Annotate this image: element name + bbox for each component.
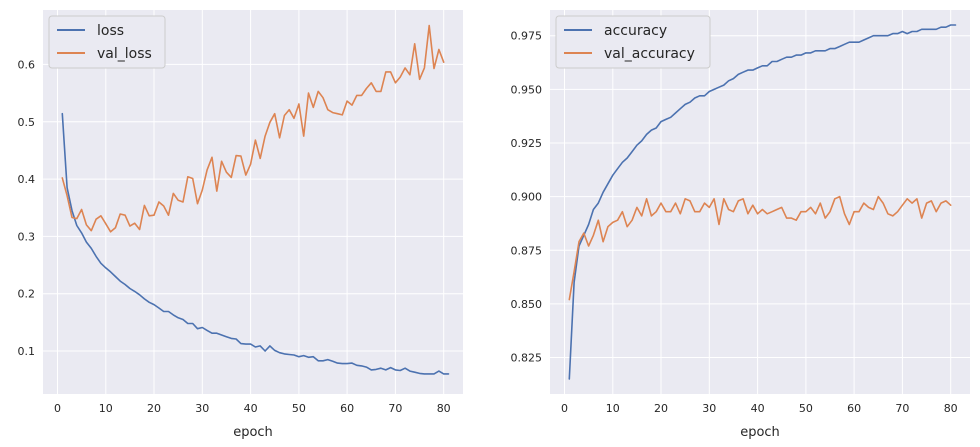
legend-box — [555, 15, 711, 69]
x-tick-label: 60 — [340, 402, 354, 415]
series-line-val-accuracy — [568, 195, 952, 301]
y-tick-label: 0.4 — [18, 173, 36, 186]
legend-label-accuracy: accuracy — [604, 23, 667, 39]
y-tick-label: 0.950 — [511, 83, 543, 96]
x-tick-label: 20 — [147, 402, 161, 415]
x-tick-label: 60 — [847, 402, 861, 415]
y-tick-label: 0.1 — [18, 345, 36, 358]
y-tick-label: 0.875 — [511, 244, 543, 257]
x-tick-label: 10 — [606, 402, 620, 415]
series-line-val-loss — [61, 24, 445, 233]
x-tick-label: 30 — [702, 402, 716, 415]
legend: accuracy val_accuracy — [555, 15, 711, 69]
series-lines — [61, 24, 450, 375]
chart-accuracy: 0 10 20 30 40 50 60 70 80 0.825 0.850 0.875 0.900 0.9… — [511, 10, 970, 440]
legend: loss val_loss — [48, 15, 166, 69]
chart-loss: 0 10 20 30 40 50 60 70 80 0.1 0.2 0.3 0.4 0.5 0.6 epoc… — [18, 10, 463, 440]
x-tick-label: 70 — [895, 402, 909, 415]
gridlines — [43, 10, 463, 394]
legend-label-val-loss: val_loss — [97, 46, 152, 62]
x-tick-label: 80 — [437, 402, 451, 415]
y-tick-label: 0.2 — [18, 288, 36, 301]
x-tick-label: 50 — [799, 402, 813, 415]
y-tick-label: 0.975 — [511, 30, 543, 43]
series-line-accuracy — [568, 24, 957, 380]
y-tick-label: 0.825 — [511, 352, 543, 365]
legend-label-loss: loss — [97, 23, 124, 39]
x-tick-label: 10 — [99, 402, 113, 415]
x-tick-label: 40 — [751, 402, 765, 415]
y-tick-label: 0.3 — [18, 230, 36, 243]
plot-area-loss — [43, 10, 463, 394]
x-axis-label: epoch — [740, 425, 780, 440]
x-tick-label: 30 — [195, 402, 209, 415]
x-tick-label: 20 — [654, 402, 668, 415]
series-lines — [568, 24, 957, 380]
x-tick-label: 40 — [244, 402, 258, 415]
x-axis-label: epoch — [233, 425, 273, 440]
y-tick-label: 0.850 — [511, 298, 543, 311]
plot-area-accuracy — [550, 10, 970, 394]
tick-labels: 0 10 20 30 40 50 60 70 80 0.825 0.850 0.875 0.900 0.9… — [511, 30, 958, 415]
y-tick-label: 0.5 — [18, 116, 36, 129]
legend-label-val-accuracy: val_accuracy — [604, 46, 695, 62]
y-tick-label: 0.900 — [511, 191, 543, 204]
gridlines — [550, 10, 970, 394]
y-tick-label: 0.925 — [511, 137, 543, 150]
x-tick-label: 70 — [388, 402, 402, 415]
x-tick-label: 80 — [944, 402, 958, 415]
x-tick-label: 50 — [292, 402, 306, 415]
y-tick-label: 0.6 — [18, 58, 36, 71]
tick-labels: 0 10 20 30 40 50 60 70 80 0.1 0.2 0.3 0.4 0.5 0.6 — [18, 58, 451, 415]
series-line-loss — [61, 112, 450, 375]
x-tick-label: 0 — [561, 402, 568, 415]
x-tick-label: 0 — [54, 402, 61, 415]
